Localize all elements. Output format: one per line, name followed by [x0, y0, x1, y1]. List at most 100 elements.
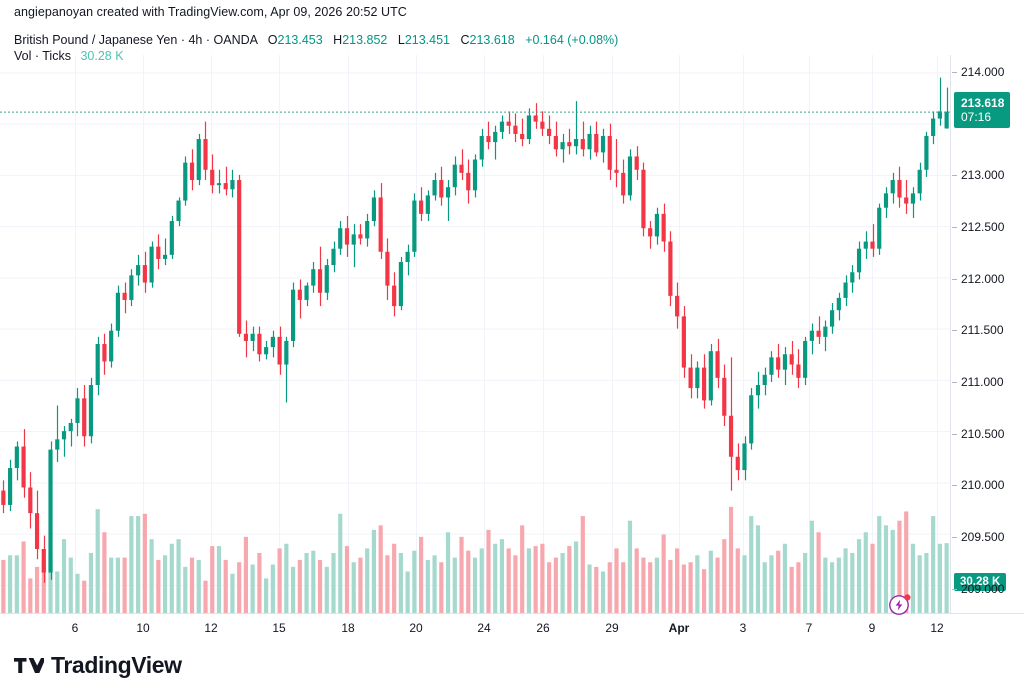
candle-body: [338, 228, 343, 249]
legend-volume-label[interactable]: Vol · Ticks: [14, 49, 71, 63]
candle-body: [863, 241, 868, 249]
volume-bar: [776, 550, 781, 613]
price-tick: 214.000: [952, 65, 1004, 79]
volume-bar: [264, 578, 269, 613]
candle-body: [425, 195, 430, 214]
legend-interval[interactable]: 4h: [188, 33, 203, 47]
candle-body: [75, 398, 80, 423]
candle-body: [14, 446, 19, 469]
candle-body: [264, 347, 269, 355]
alert-lightning-button[interactable]: [888, 592, 912, 616]
volume-bar: [338, 513, 343, 613]
volume-bar: [162, 555, 168, 613]
volume-bar: [803, 553, 808, 613]
candle-body: [452, 164, 457, 188]
volume-bar: [762, 562, 767, 613]
volume-bar: [924, 553, 929, 613]
candle-body: [708, 351, 713, 401]
volume-bar: [290, 566, 296, 613]
volume-bar: [728, 506, 734, 613]
volume-bar: [432, 555, 437, 613]
candle-body: [189, 162, 195, 181]
volume-bar: [769, 555, 774, 613]
volume-bar: [782, 543, 788, 613]
candle-body: [904, 197, 909, 204]
volume-bar: [378, 525, 383, 613]
volume-bar: [102, 532, 107, 613]
volume-bar: [237, 562, 242, 613]
volume-bar: [627, 520, 633, 613]
legend-close-value: 213.618: [469, 33, 515, 47]
volume-bar: [600, 571, 606, 613]
volume-bar: [466, 550, 471, 613]
candle-body: [162, 254, 168, 259]
volume-bar: [284, 543, 289, 613]
price-scale[interactable]: 213.618 07:16 30.28 K 214.000 213.000 212.…: [950, 55, 1024, 613]
candle-body: [439, 180, 444, 198]
volume-bar: [344, 546, 350, 613]
volume-bar: [371, 529, 377, 613]
candle-body: [762, 374, 767, 386]
candle-body: [149, 246, 154, 283]
volume-bar: [317, 559, 323, 613]
time-tick-label: 3: [739, 621, 747, 635]
legend-symbol[interactable]: British Pound / Japanese Yen: [14, 33, 178, 47]
price-tick-dash: [952, 589, 957, 590]
candle-body: [796, 364, 801, 378]
volume-bar: [856, 539, 862, 613]
time-scale[interactable]: 6 10 12 15 18 20 24 26 29 Apr 3 7 9 12: [0, 613, 1024, 641]
candle-body: [567, 142, 572, 147]
volume-bar: [695, 555, 700, 613]
price-tick: 209.000: [952, 582, 1005, 596]
last-price-line: [0, 111, 950, 113]
volume-bar: [540, 543, 545, 613]
attribution-text: angiepanoyan created with TradingView.co…: [14, 5, 407, 19]
time-tick-label: 7: [805, 621, 813, 635]
candle-body: [668, 241, 673, 296]
legend-low-value: 213.451: [404, 33, 451, 47]
candle-body: [681, 316, 686, 368]
candle-body: [41, 549, 46, 573]
volume-bar: [88, 553, 94, 613]
volume-bar: [641, 557, 646, 613]
candle-body: [742, 443, 747, 471]
candle-body: [378, 197, 383, 252]
candle-body: [304, 285, 309, 300]
candle-body: [749, 395, 754, 444]
volume-bar: [270, 564, 275, 613]
volume-bar: [216, 546, 222, 613]
volume-bar: [749, 516, 754, 613]
volume-bar: [701, 569, 707, 613]
volume-bar: [398, 553, 403, 613]
candle-body: [816, 330, 821, 337]
volume-bar: [324, 566, 329, 613]
price-tick-dash: [952, 72, 957, 73]
candle-body: [701, 367, 707, 401]
volume-bar: [304, 553, 309, 613]
candle-body: [526, 115, 531, 140]
candle-body: [890, 180, 895, 194]
time-tick-label: 10: [136, 621, 150, 635]
candle-body: [472, 159, 478, 191]
volume-bar: [48, 553, 53, 613]
last-price-badge: 213.618 07:16: [954, 92, 1011, 128]
volume-bar: [445, 532, 451, 613]
candle-body: [856, 248, 862, 273]
price-tick: 211.500: [952, 323, 1004, 337]
candle-body: [782, 354, 788, 370]
chart-plot-area[interactable]: [0, 55, 950, 613]
price-tick-label: 209.000: [961, 582, 1005, 596]
volume-bar: [890, 529, 895, 613]
volume-bar: [230, 573, 235, 613]
volume-bar: [34, 566, 40, 613]
price-tick-label: 211.000: [961, 375, 1004, 389]
candle-body: [95, 344, 100, 386]
volume-bar: [742, 555, 747, 613]
candle-body: [722, 377, 727, 416]
price-tick-label: 211.500: [961, 323, 1004, 337]
price-tick: 213.000: [952, 168, 1004, 182]
volume-bar: [904, 511, 909, 613]
volume-bar: [41, 559, 46, 613]
candle-body: [358, 234, 363, 239]
candle-body: [499, 121, 505, 132]
